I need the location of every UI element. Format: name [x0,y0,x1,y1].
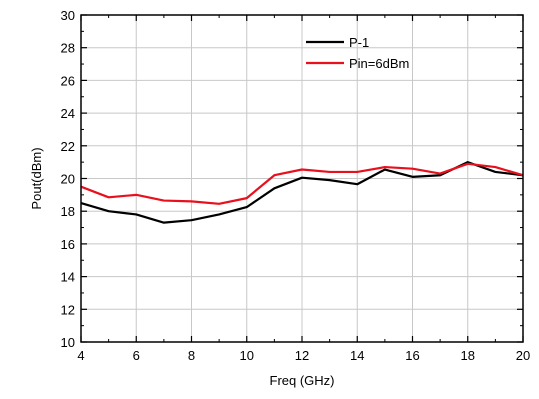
x-tick-label: 14 [350,348,364,363]
y-tick-label: 10 [61,335,75,350]
y-tick-label: 14 [61,270,75,285]
x-tick-labels: 4 6 8 10 12 14 16 18 20 [77,348,530,363]
y-tick-label: 30 [61,8,75,23]
x-tick-label: 20 [516,348,530,363]
y-axis-title: Pout(dBm) [29,147,44,209]
x-tick-label: 6 [133,348,140,363]
x-tick-label: 8 [188,348,195,363]
minor-ticks [81,15,523,342]
series-layer [80,161,524,224]
legend-label-1: P-1 [349,35,369,50]
y-tick-labels: 10 12 14 16 18 20 22 24 26 28 30 [61,8,75,350]
y-tick-label: 16 [61,237,75,252]
x-axis-title: Freq (GHz) [270,373,335,388]
x-tick-label: 4 [77,348,84,363]
y-tick-label: 20 [61,172,75,187]
y-tick-label: 12 [61,302,75,317]
y-tick-label: 26 [61,73,75,88]
series-line-2 [80,162,524,205]
x-tick-label: 10 [240,348,254,363]
x-tick-label: 18 [461,348,475,363]
x-tick-label: 16 [405,348,419,363]
x-tick-label: 12 [295,348,309,363]
legend: P-1 Pin=6dBm [306,35,409,71]
grid-lines [81,15,523,342]
plot-frame [80,14,524,343]
legend-label-2: Pin=6dBm [349,56,409,71]
y-tick-label: 18 [61,204,75,219]
y-tick-label: 28 [61,41,75,56]
y-tick-label: 24 [61,106,75,121]
y-tick-label: 22 [61,139,75,154]
